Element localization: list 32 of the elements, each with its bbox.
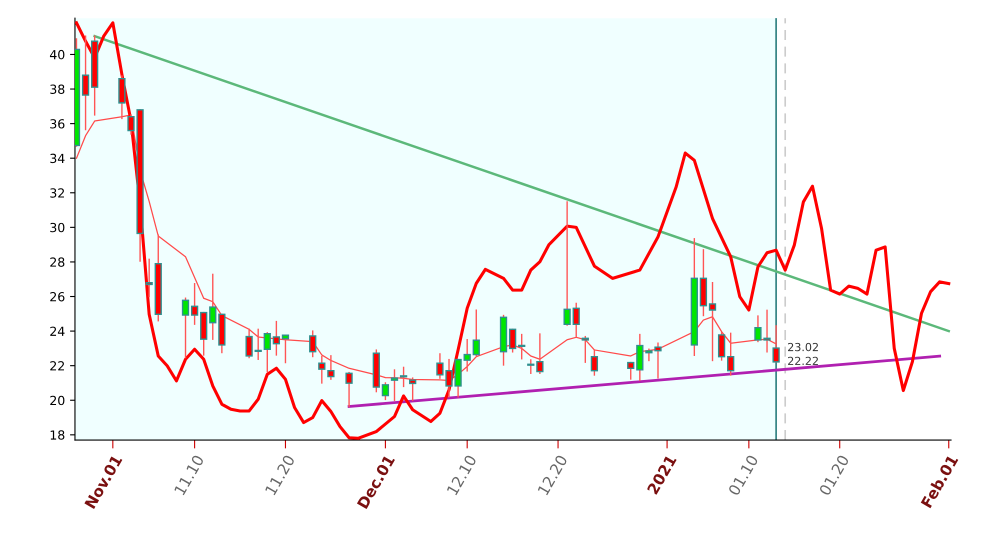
candlestick (763, 310, 771, 353)
candlestick (309, 330, 316, 358)
y-tick-label: 34 (50, 154, 65, 164)
candlestick (645, 348, 653, 362)
candlestick (727, 332, 734, 376)
candlestick (182, 298, 190, 358)
y-tick-label: 28 (50, 257, 64, 267)
candlestick (345, 372, 353, 408)
y-tick-label: 40 (50, 50, 64, 60)
y-tick-label: 22 (50, 361, 64, 370)
y-tick-label: 36 (50, 119, 64, 129)
y-tick-label: 20 (50, 396, 64, 406)
y-tick-label: 26 (50, 292, 64, 302)
candlestick (582, 336, 589, 363)
candlestick (190, 283, 198, 325)
y-tick-label: 24 (50, 326, 65, 336)
annotation: 23.02 (788, 342, 818, 352)
line-series (74, 21, 950, 440)
candlestick (436, 353, 444, 379)
candlestick (708, 282, 716, 362)
y-tick-label: 18 (50, 430, 64, 440)
y-tick-label: 38 (50, 84, 64, 94)
y-tick-label: 32 (50, 188, 64, 198)
candlestick (590, 350, 598, 376)
candlestick (654, 342, 662, 378)
candlestick (82, 35, 90, 130)
candlestick (282, 334, 290, 364)
candlestick (382, 382, 390, 400)
annotation: 22.22 (788, 356, 818, 365)
candlestick (754, 315, 762, 342)
candlestick (718, 332, 726, 361)
y-tick-label: 30 (50, 222, 64, 232)
